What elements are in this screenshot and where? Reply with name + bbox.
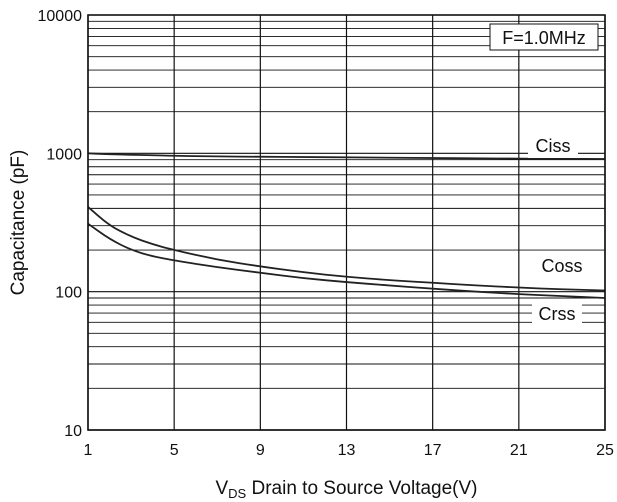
x-tick-label: 9: [256, 442, 265, 459]
series-label-coss: Coss: [541, 256, 582, 276]
series-label-ciss: Ciss: [536, 136, 571, 156]
series-line-coss: [87, 206, 606, 292]
x-tick-label: 21: [510, 442, 528, 459]
x-axis-label-subscript: DS: [228, 486, 246, 501]
y-tick-label: 10: [64, 423, 82, 440]
tick-labels: 1 5 9 13 17 21 25 10 100 1000 10000: [38, 8, 615, 459]
x-tick-label: 1: [84, 442, 93, 459]
x-tick-label: 25: [596, 442, 614, 459]
series-label-bg: [537, 254, 587, 278]
x-axis-label-rest: Drain to Source Voltage(V): [246, 478, 477, 499]
x-tick-label: 5: [170, 442, 179, 459]
series-line-ciss: [87, 152, 606, 160]
x-tick-label: 13: [338, 442, 356, 459]
y-tick-label: 100: [55, 285, 82, 302]
y-tick-label: 1000: [46, 146, 82, 163]
series-label-bg: [528, 134, 578, 158]
x-tick-label: 17: [424, 442, 442, 459]
series-label-bg: [532, 302, 582, 326]
frequency-annotation-box: [489, 23, 599, 51]
series-labels: Ciss Coss Crss: [528, 134, 587, 326]
y-tick-label: 10000: [38, 8, 83, 25]
y-axis-label: Capacitance (pF): [8, 150, 29, 296]
series-curves: [87, 152, 606, 299]
frequency-annotation: F=1.0MHz: [502, 28, 586, 48]
grid: [87, 15, 606, 431]
series-line-crss: [87, 222, 606, 299]
series-label-crss: Crss: [539, 304, 576, 324]
x-axis-label-prefix: V: [215, 478, 228, 499]
plot-frame: [87, 14, 606, 431]
x-axis-label: VDS Drain to Source Voltage(V): [215, 478, 477, 501]
